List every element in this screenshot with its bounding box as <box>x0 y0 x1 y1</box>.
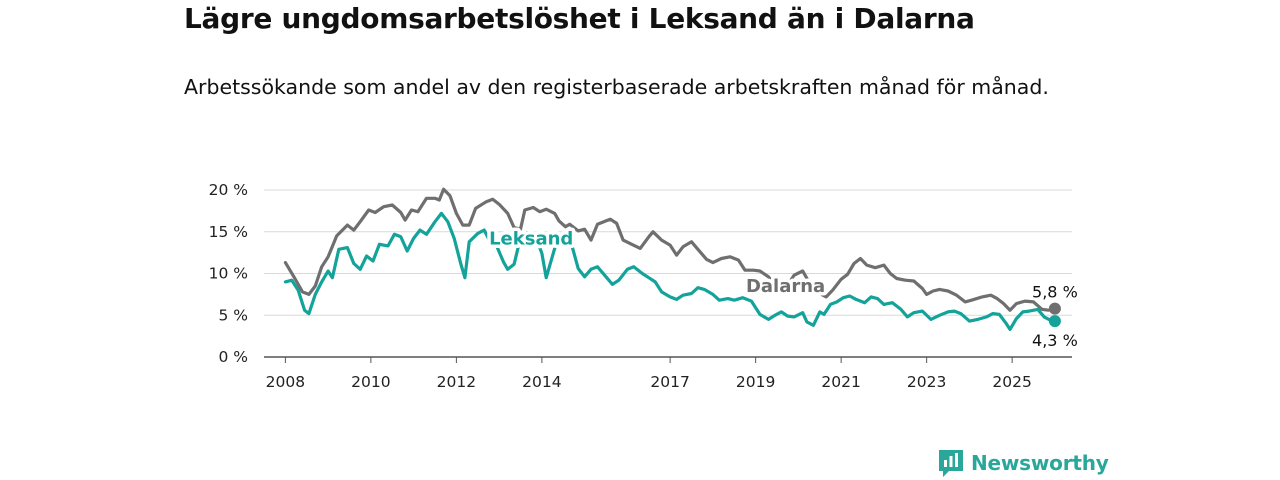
x-axis: 2008 2010 2012 2014 2017 2019 2021 2023 2025 <box>266 357 1032 391</box>
end-value-label-leksand: 4,3 % <box>1032 331 1078 350</box>
y-tick-label: 5 % <box>218 306 248 324</box>
y-tick-label: 20 % <box>209 181 248 199</box>
y-tick-label: 10 % <box>209 265 248 283</box>
x-tick-label: 2021 <box>821 373 860 391</box>
series-label-dalarna: Dalarna <box>746 276 825 297</box>
x-tick-label: 2017 <box>650 373 689 391</box>
series-line-dalarna <box>283 187 1057 312</box>
series-line-leksand <box>283 211 1057 331</box>
y-tick-label: 15 % <box>209 223 248 241</box>
end-value-label-dalarna: 5,8 % <box>1032 283 1078 302</box>
x-tick-label: 2012 <box>437 373 476 391</box>
end-point-dalarna <box>1048 302 1061 315</box>
x-tick-label: 2010 <box>351 373 390 391</box>
newsworthy-logo-icon <box>939 450 963 477</box>
series-label-leksand: Leksand <box>489 228 573 249</box>
series-lines <box>283 187 1061 331</box>
x-tick-label: 2025 <box>992 373 1031 391</box>
chart-subtitle: Arbetssökande som andel av den registerb… <box>184 75 1049 99</box>
series-labels: Dalarna Leksand 5,8 % 4,3 % <box>486 225 1078 350</box>
x-tick-label: 2019 <box>736 373 775 391</box>
x-tick-label: 2023 <box>907 373 946 391</box>
x-tick-label: 2008 <box>266 373 305 391</box>
brand-name: Newsworthy <box>971 451 1109 475</box>
end-point-leksand <box>1048 315 1061 328</box>
gridlines: 0 % 5 % 10 % 15 % 20 % <box>209 181 1072 366</box>
y-tick-label: 0 % <box>218 348 248 366</box>
chart-title: Lägre ungdomsarbetslöshet i Leksand än i… <box>184 2 975 35</box>
x-tick-label: 2014 <box>522 373 561 391</box>
newsworthy-brand: Newsworthy <box>937 448 1109 478</box>
